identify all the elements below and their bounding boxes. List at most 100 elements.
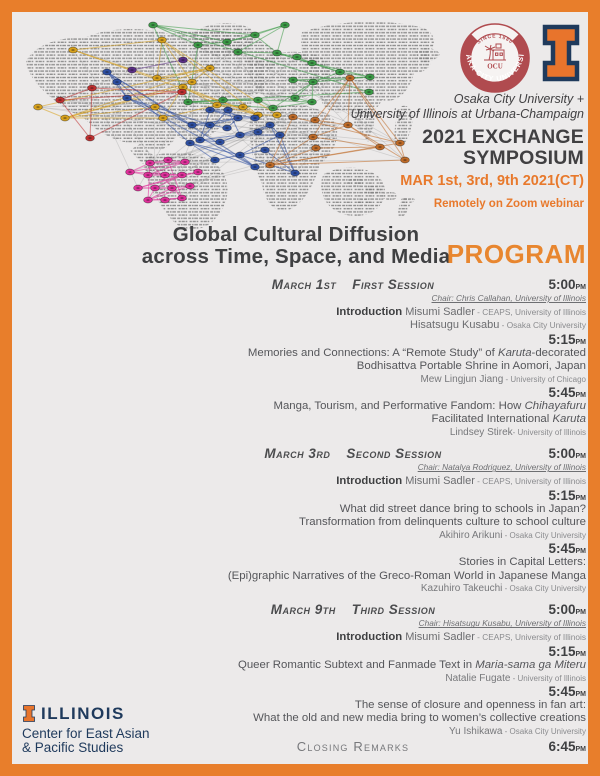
speaker-name: Misumi Sadler: [405, 475, 475, 488]
node-label-mark: [63, 117, 67, 119]
yellow-edge: [37, 106, 66, 119]
introduction-speaker-line: Hisatsugu Kusabu - Osaka City University: [120, 319, 586, 332]
node-label-mark: [346, 124, 350, 126]
symposium-title-line1: 2021 EXCHANGE: [422, 126, 584, 148]
node-label-mark: [180, 197, 184, 199]
time-meridiem: pm: [575, 606, 587, 618]
time-meridiem: pm: [575, 389, 587, 401]
illinois-wordmark: ILLINOIS: [22, 704, 150, 724]
node-label-mark: [115, 81, 119, 83]
green-edge: [152, 24, 228, 43]
session-chair: Chair: Chris Callahan, University of Ill…: [431, 293, 586, 303]
node-label-mark: [163, 174, 167, 176]
talk-time: 5:15pm: [120, 645, 586, 660]
brown-edge: [312, 124, 349, 138]
time-clock: 5:00: [548, 602, 576, 618]
blue-edge: [269, 124, 296, 174]
node-label-mark: [293, 97, 297, 99]
gray-edge: [237, 51, 401, 144]
speaker-affiliation: - CEAPS, University of Illinois: [474, 476, 586, 487]
yellow-edge: [191, 67, 211, 83]
magenta-edge: [147, 161, 186, 176]
red-edge: [91, 87, 183, 93]
node-label-mark: [238, 134, 242, 136]
time-clock: 5:45: [548, 385, 576, 401]
talk-title-italic-segment: Maria-sama ga Miteru: [475, 659, 586, 672]
speaker-affiliation: - University of Illinois: [512, 427, 586, 437]
time-meridiem: pm: [575, 743, 587, 755]
session-header-text: March 9th Third Session: [271, 602, 436, 617]
gray-edge: [184, 159, 216, 163]
session-date: March 9th: [270, 602, 336, 618]
session-header-text: March 1st First Session: [272, 277, 435, 292]
talk-time: 5:45pm: [120, 541, 586, 557]
talk-title-line: Facilitated International Karuta: [120, 413, 587, 426]
speaker-affiliation: - CEAPS, University of Illinois: [474, 632, 586, 643]
green-edge: [272, 81, 314, 109]
node-label-mark: [146, 174, 150, 176]
speaker-name: Akihiro Arikuni: [439, 529, 503, 541]
session-date: March 3rd: [264, 446, 331, 462]
node-label-mark: [208, 67, 212, 69]
yellow-edge: [156, 39, 163, 79]
node-label-mark: [253, 117, 257, 119]
talk-time: 5:45pm: [120, 685, 587, 700]
green-edge: [237, 24, 286, 53]
node-label-mark: [311, 136, 315, 138]
time-clock: 5:00: [548, 277, 576, 292]
blue-edge: [209, 109, 256, 119]
magenta-edge: [147, 185, 191, 201]
node-label-mark: [283, 24, 287, 26]
node-label-mark: [188, 142, 192, 144]
node-label-mark: [161, 117, 165, 119]
session-name: First Session: [352, 277, 435, 292]
gray-edge: [257, 116, 294, 133]
map-continents: [26, 21, 440, 230]
session-name: Second Session: [346, 446, 442, 462]
session-date: March 1st: [271, 277, 337, 292]
time-meridiem: pm: [575, 688, 587, 700]
node-label-mark: [88, 137, 92, 139]
brown-edge: [269, 147, 317, 166]
node-label-mark: [208, 124, 212, 126]
ceaps-name: Center for East Asian & Pacific Studies: [22, 726, 150, 756]
node-label-mark: [151, 24, 155, 26]
illinois-block-i-logo: [542, 24, 580, 82]
talk-title-segment: The sense of closure and openness in fan…: [354, 699, 586, 712]
green-edge: [339, 71, 371, 78]
gray-edge: [37, 106, 241, 136]
green-edge: [292, 76, 371, 81]
gray-edge: [209, 67, 401, 144]
node-label-mark: [236, 51, 240, 53]
green-edge: [272, 101, 313, 109]
illinois-wordmark-text: ILLINOIS: [41, 703, 125, 723]
green-edge: [311, 81, 314, 103]
talk-time: 5:15pm: [120, 489, 586, 504]
node-label-mark: [153, 187, 157, 189]
session-header-text: March 3rd Second Session: [264, 446, 441, 461]
talk-title-segment: What did street dance bring to schools i…: [339, 503, 586, 516]
blue-edge: [126, 97, 193, 126]
node-label-mark: [271, 107, 275, 109]
talk-title-segment: Stories in Capital Letters:: [458, 556, 586, 569]
gray-edge: [209, 117, 256, 126]
time-clock: 5:45: [548, 541, 576, 557]
gray-edge: [312, 81, 406, 161]
symposium-title: 2021 EXCHANGE SYMPOSIUM: [422, 126, 584, 170]
talk-speaker-line: Natalie Fugate - University of Illinois: [120, 673, 586, 685]
time-label: 6:45pm: [548, 739, 586, 757]
green-edge: [257, 99, 313, 103]
node-label-mark: [190, 124, 194, 126]
node-label-mark: [130, 69, 134, 71]
session-header: March 9th Third Session 5:00pm: [120, 602, 586, 618]
node-label-mark: [183, 161, 187, 163]
green-edge: [312, 71, 341, 83]
gray-edge: [156, 77, 296, 99]
node-label-mark: [275, 114, 279, 116]
partner-line1: Osaka City University +: [453, 92, 584, 106]
gray-edge: [189, 136, 314, 144]
talk-title-line: Transformation from delinquents culture …: [120, 516, 586, 529]
node-label-mark: [253, 166, 257, 168]
node-label-mark: [275, 52, 279, 54]
speaker-affiliation: - Osaka City University: [499, 320, 586, 330]
